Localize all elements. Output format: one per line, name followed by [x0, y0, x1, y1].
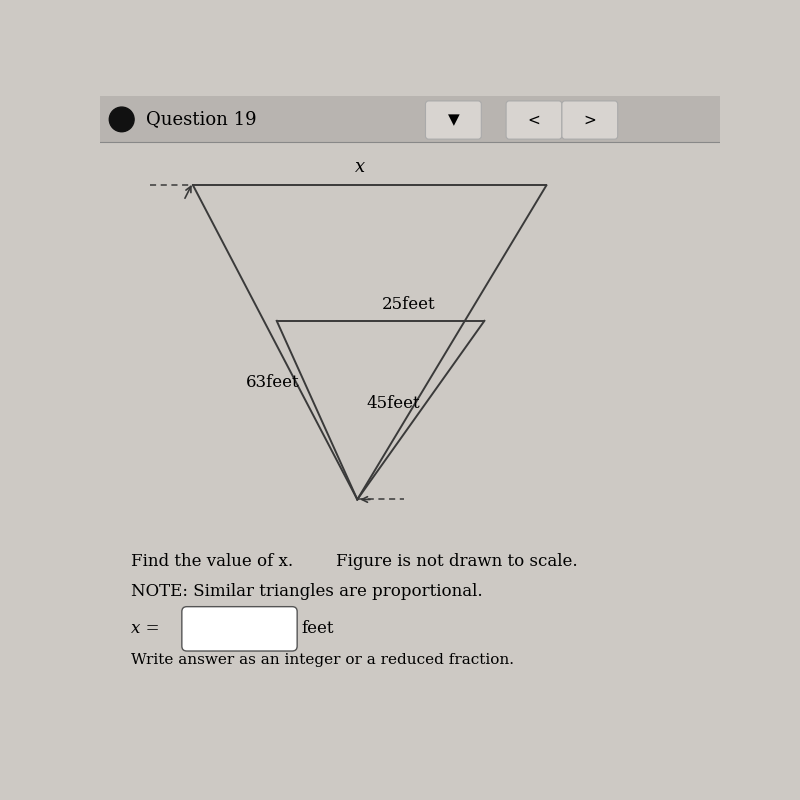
Text: Write answer as an integer or a reduced fraction.: Write answer as an integer or a reduced … — [131, 653, 514, 666]
FancyBboxPatch shape — [182, 606, 297, 651]
FancyBboxPatch shape — [562, 101, 618, 139]
FancyBboxPatch shape — [426, 101, 482, 139]
Text: Figure is not drawn to scale.: Figure is not drawn to scale. — [336, 553, 578, 570]
Text: Question 19: Question 19 — [146, 110, 257, 129]
Text: Find the value of x.: Find the value of x. — [131, 553, 293, 570]
Text: x =: x = — [131, 620, 159, 638]
Text: >: > — [583, 113, 596, 127]
Text: 45feet: 45feet — [366, 395, 420, 413]
Bar — [100, 96, 720, 142]
Text: feet: feet — [302, 620, 334, 638]
Text: NOTE: Similar triangles are proportional.: NOTE: Similar triangles are proportional… — [131, 583, 482, 600]
Text: <: < — [528, 113, 540, 127]
Text: ▼: ▼ — [447, 113, 459, 127]
Text: x: x — [355, 158, 366, 176]
Text: 25feet: 25feet — [382, 296, 436, 313]
FancyBboxPatch shape — [506, 101, 562, 139]
Circle shape — [110, 107, 134, 132]
Text: 63feet: 63feet — [246, 374, 299, 391]
